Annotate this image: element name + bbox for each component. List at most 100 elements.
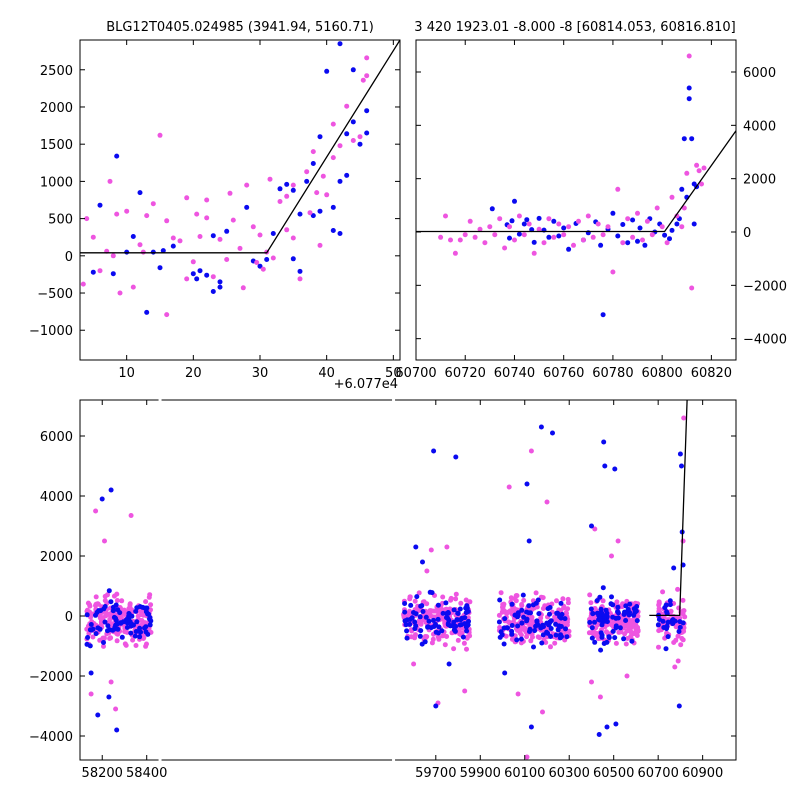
data-point-blue: [217, 284, 223, 290]
top-left-plot-axes: 10 20 30 40 50 −1000 −500 0 500 1000 1500 2000 2500: [29, 39, 402, 381]
data-point-magenta: [519, 602, 525, 607]
data-point-magenta: [197, 234, 203, 239]
data-point-blue: [600, 585, 606, 591]
x-tick-label: 60700: [395, 366, 436, 381]
data-point-magenta: [669, 194, 675, 200]
x-tick-label: 60500: [593, 766, 634, 781]
data-point-blue: [598, 242, 604, 248]
data-point-blue: [667, 236, 672, 242]
data-point-magenta: [230, 217, 236, 223]
x-tick-label: 10: [118, 366, 135, 381]
data-point-blue: [411, 610, 416, 615]
y-tick-label: 2500: [40, 64, 73, 79]
data-point-magenta: [615, 538, 621, 544]
data-point-blue: [623, 609, 629, 615]
data-point-magenta: [244, 182, 250, 188]
bottom-plot-marks: [84, 400, 688, 760]
data-point-magenta: [565, 606, 571, 612]
data-point-blue: [663, 646, 669, 652]
data-point-blue: [124, 617, 129, 623]
data-point-blue: [634, 618, 640, 624]
data-point-blue: [515, 623, 521, 629]
model-fit-line: [416, 130, 736, 233]
x-tick-label: 60100: [504, 766, 545, 781]
data-point-blue: [418, 628, 424, 634]
data-point-blue: [597, 594, 603, 600]
data-point-blue: [90, 269, 96, 275]
data-point-blue: [93, 631, 99, 637]
data-point-blue: [142, 625, 147, 631]
plot-area: [416, 53, 736, 318]
data-point-magenta: [507, 224, 512, 230]
data-point-blue: [502, 616, 508, 622]
data-point-blue: [604, 619, 610, 625]
data-point-blue: [417, 614, 423, 620]
data-point-blue: [548, 634, 554, 639]
data-point-magenta: [80, 281, 86, 287]
data-point-blue: [425, 624, 431, 630]
data-point-magenta: [453, 596, 459, 602]
data-point-magenta: [589, 679, 594, 685]
data-point-magenta: [677, 615, 683, 621]
data-point-blue: [509, 218, 515, 224]
data-point-magenta: [623, 641, 629, 647]
data-point-blue: [95, 712, 101, 718]
data-point-magenta: [260, 266, 266, 272]
data-point-blue: [599, 622, 605, 628]
data-point-blue: [210, 233, 216, 239]
data-point-magenta: [164, 218, 170, 224]
y-tick-label: −2000: [29, 670, 73, 685]
data-point-magenta: [571, 242, 576, 248]
data-point-blue: [527, 629, 532, 634]
data-point-blue: [84, 612, 90, 618]
data-point-blue: [635, 238, 640, 244]
data-point-blue: [99, 496, 105, 502]
data-point-magenta: [170, 235, 176, 241]
data-point-magenta: [613, 640, 619, 646]
data-point-magenta: [270, 255, 276, 261]
data-point-blue: [97, 202, 103, 208]
data-point-magenta: [610, 269, 616, 275]
data-point-magenta: [497, 625, 503, 630]
data-point-blue: [556, 233, 562, 239]
data-point-magenta: [656, 644, 661, 650]
data-point-blue: [615, 610, 621, 616]
data-point-magenta: [477, 226, 483, 232]
data-point-blue: [132, 633, 138, 639]
data-point-magenta: [184, 276, 190, 282]
data-point-blue: [133, 629, 139, 634]
data-point-blue: [679, 186, 685, 192]
data-point-blue: [420, 609, 426, 614]
data-point-magenta: [364, 73, 370, 79]
data-point-blue: [538, 424, 544, 430]
data-point-blue: [337, 41, 343, 47]
data-point-magenta: [237, 245, 243, 251]
data-point-blue: [563, 626, 568, 632]
data-point-blue: [144, 309, 150, 315]
data-point-magenta: [93, 508, 99, 514]
data-point-blue: [85, 635, 91, 640]
data-point-blue: [501, 641, 507, 647]
data-point-blue: [524, 481, 530, 487]
data-point-blue: [451, 627, 457, 633]
data-point-blue: [533, 600, 539, 606]
data-point-magenta: [576, 218, 581, 224]
data-point-blue: [137, 625, 143, 631]
data-point-blue: [423, 614, 429, 620]
data-point-magenta: [626, 624, 632, 630]
data-point-magenta: [257, 232, 263, 238]
data-point-magenta: [117, 290, 123, 296]
data-point-magenta: [634, 624, 640, 630]
data-point-magenta: [127, 604, 133, 610]
data-point-magenta: [448, 237, 453, 243]
data-point-blue: [106, 588, 112, 594]
data-point-magenta: [128, 513, 134, 518]
data-point-blue: [337, 231, 343, 236]
data-point-magenta: [113, 706, 119, 712]
data-point-blue: [623, 618, 629, 623]
data-point-magenta: [463, 597, 469, 603]
data-point-blue: [277, 186, 283, 192]
data-point-blue: [304, 178, 310, 184]
top-right-plot-axes: 60700 60720 60740 60760 60780 60800 60820 −4000…: [395, 39, 787, 381]
